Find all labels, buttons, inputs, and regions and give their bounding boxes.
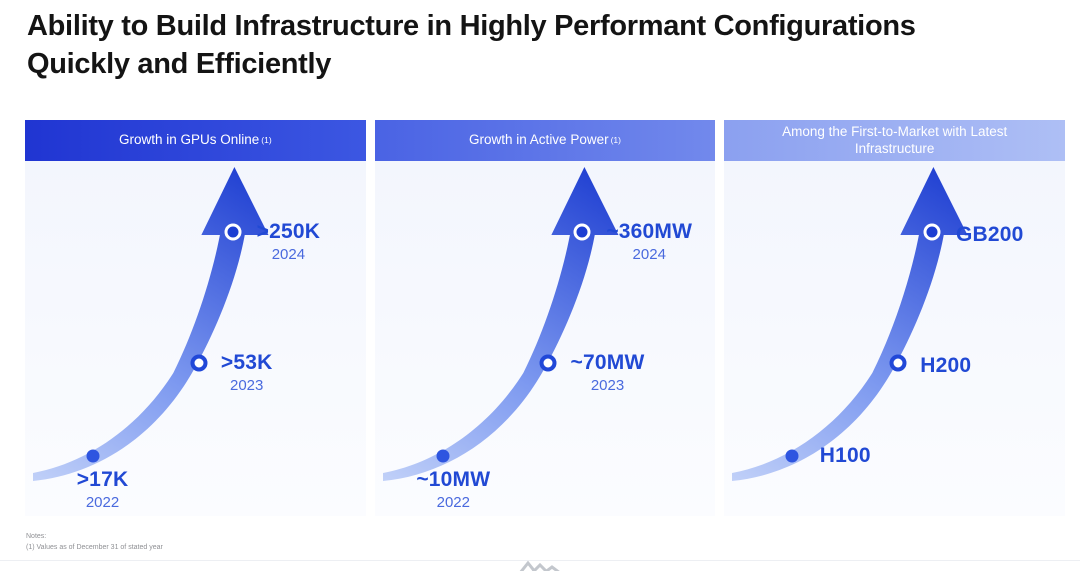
growth-arrow-icon (732, 167, 968, 481)
footnote-marker: (1) (610, 135, 621, 146)
data-point-value: >17K (76, 468, 129, 492)
panels-row: Growth in GPUs Online (1) (25, 120, 1066, 516)
data-point-marker (190, 354, 208, 372)
panel-active-power-header: Growth in Active Power (1) (374, 120, 716, 161)
data-point-marker (889, 354, 907, 372)
data-point-label: ~360MW 2024 (606, 220, 692, 263)
panel-gpus-online-body: >17K 2022 >53K 2023 >250K 2024 (25, 161, 366, 516)
footer-logo-icon (518, 560, 562, 571)
data-point-label: H200 (920, 354, 971, 378)
footnotes-label: Notes: (26, 533, 47, 540)
data-point-label: ~70MW 2023 (571, 351, 645, 394)
panel-active-power-header-label: Growth in Active Power (469, 132, 609, 148)
panel-active-power: Growth in Active Power (1) (374, 120, 716, 516)
data-point-value: ~360MW (606, 219, 693, 243)
data-point-marker (224, 223, 242, 241)
data-point-year: 2024 (271, 245, 306, 263)
panel-gpus-online-header: Growth in GPUs Online (1) (25, 120, 366, 161)
data-point-label: H100 (820, 444, 871, 468)
data-point-value: H200 (920, 354, 972, 378)
data-point-year: 2024 (632, 245, 666, 263)
growth-arrow-icon (382, 167, 619, 481)
panel-first-to-market-header-label: Among the First-to-Market with Latest In… (782, 123, 1008, 156)
data-point-value: ~10MW (416, 468, 491, 492)
data-point-value: GB200 (956, 223, 1024, 247)
data-point-year: 2023 (229, 376, 264, 394)
data-point-value: ~70MW (570, 350, 645, 374)
data-point-year: 2022 (436, 494, 470, 512)
data-point-label: GB200 (956, 223, 1024, 247)
data-point-value: >53K (220, 350, 273, 374)
page-title: Ability to Build Infrastructure in Highl… (27, 8, 1047, 83)
panel-active-power-body: ~10MW 2022 ~70MW 2023 ~360MW 2024 (374, 161, 716, 516)
panel-first-to-market-header: Among the First-to-Market with Latest In… (724, 120, 1066, 161)
data-point-marker (86, 449, 100, 463)
panel-gpus-online-header-label: Growth in GPUs Online (118, 132, 260, 148)
data-point-marker (539, 354, 557, 372)
data-point-marker (785, 449, 799, 463)
panel-first-to-market: Among the First-to-Market with Latest In… (724, 120, 1066, 516)
page-title-line2: Quickly and Efficiently (27, 47, 332, 80)
data-point-label: ~10MW 2022 (416, 468, 490, 511)
data-point-label: >53K 2023 (221, 351, 273, 394)
footnotes: Notes: (1) Values as of December 31 of s… (26, 531, 163, 553)
data-point-value: H100 (819, 443, 871, 467)
footnote-marker: (1) (261, 135, 272, 146)
data-point-year: 2023 (590, 376, 625, 394)
data-point-marker (573, 223, 591, 241)
data-point-label: >17K 2022 (77, 468, 129, 511)
panel-first-to-market-body: H100 H200 GB200 (724, 161, 1066, 516)
data-point-label: >250K 2024 (257, 220, 320, 263)
page-title-line1: Ability to Build Infrastructure in Highl… (27, 10, 916, 42)
data-point-year: 2022 (85, 494, 120, 512)
footnotes-line: (1) Values as of December 31 of stated y… (26, 544, 163, 552)
growth-arrow-icon (33, 167, 269, 481)
data-point-marker (923, 223, 941, 241)
panel-gpus-online: Growth in GPUs Online (1) (25, 120, 366, 516)
data-point-value: >250K (256, 219, 321, 243)
data-point-marker (436, 449, 450, 463)
footer-divider (0, 560, 1080, 561)
